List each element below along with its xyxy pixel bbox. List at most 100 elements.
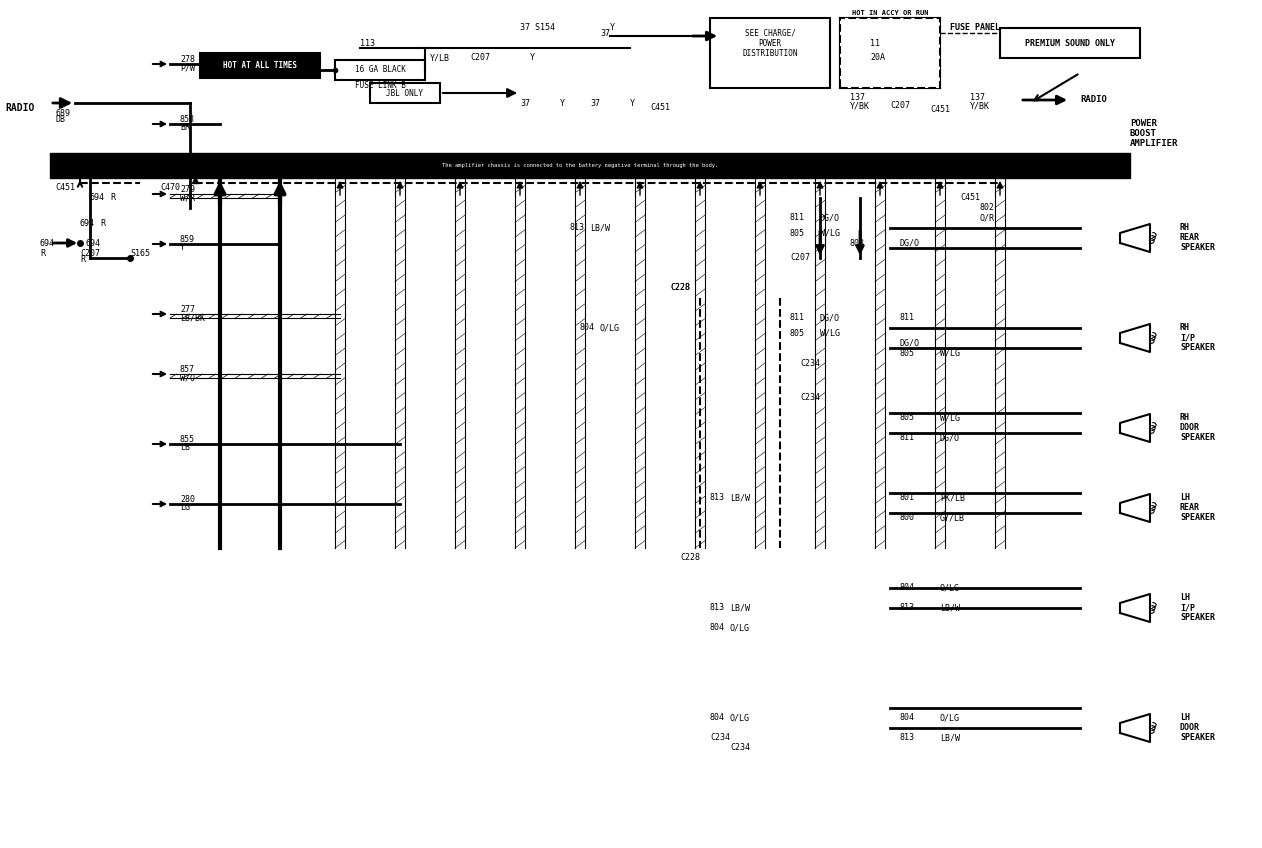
Text: W/LG: W/LG [940, 349, 960, 358]
Text: DOOR: DOOR [1180, 423, 1200, 432]
Text: S165: S165 [130, 248, 150, 258]
Text: Y: Y [530, 53, 535, 63]
Text: 694: 694 [90, 193, 105, 203]
Text: C207: C207 [890, 102, 910, 110]
Text: 278: 278 [180, 55, 196, 64]
Text: 813: 813 [900, 734, 915, 743]
Text: C470: C470 [160, 183, 180, 192]
Text: LH: LH [1180, 594, 1190, 602]
Bar [840, 18, 940, 88]
Text: Y: Y [560, 98, 565, 108]
Text: SPEAKER: SPEAKER [1180, 613, 1215, 622]
Text: LB/W: LB/W [940, 734, 960, 743]
Text: FUSE LINK B: FUSE LINK B [355, 81, 405, 91]
Text: C207: C207 [80, 248, 100, 258]
Text: RH: RH [1180, 414, 1190, 422]
Text: LB/W: LB/W [729, 604, 750, 612]
Text: POWER: POWER [1129, 119, 1157, 127]
Text: PK/LB: PK/LB [940, 494, 965, 503]
Text: PREMIUM SOUND ONLY: PREMIUM SOUND ONLY [1025, 38, 1116, 47]
Text: W/LG: W/LG [940, 414, 960, 422]
Text: RADIO: RADIO [5, 103, 34, 113]
Text: Y: Y [610, 24, 615, 32]
Text: C451: C451 [650, 103, 670, 113]
Text: 813: 813 [570, 224, 586, 232]
Text: C234: C234 [800, 393, 820, 403]
Text: 137: 137 [851, 93, 864, 103]
Text: W/LG: W/LG [820, 328, 840, 338]
Text: 800: 800 [900, 514, 915, 522]
Text: R: R [100, 219, 105, 227]
Text: 694: 694 [40, 238, 56, 248]
Text: W/LG: W/LG [820, 228, 840, 237]
Text: Y: Y [180, 243, 186, 253]
Text: 805: 805 [790, 228, 805, 237]
Text: REAR: REAR [1180, 233, 1200, 243]
Text: 858: 858 [180, 115, 196, 125]
Bar [370, 83, 440, 103]
Text: I/P: I/P [1180, 333, 1195, 343]
Text: 277: 277 [180, 305, 196, 315]
Text: 811: 811 [900, 433, 915, 443]
Text: 802: 802 [981, 204, 994, 213]
Text: C451: C451 [930, 105, 950, 114]
Bar [50, 153, 1129, 178]
Text: P/W: P/W [180, 64, 196, 72]
Text: C234: C234 [711, 734, 729, 743]
Text: C228: C228 [680, 554, 700, 562]
Text: AMPLIFIER: AMPLIFIER [1129, 138, 1179, 148]
Text: SPEAKER: SPEAKER [1180, 433, 1215, 443]
Text: 811: 811 [790, 214, 805, 222]
Text: 16 GA BLACK: 16 GA BLACK [355, 65, 405, 75]
Text: SPEAKER: SPEAKER [1180, 514, 1215, 522]
Text: RH: RH [1180, 323, 1190, 332]
Text: 11: 11 [870, 38, 880, 47]
Text: 694: 694 [80, 219, 95, 227]
Text: REAR: REAR [1180, 504, 1200, 512]
Text: 857: 857 [180, 365, 196, 375]
Text: 813: 813 [711, 494, 724, 503]
Text: LB/W: LB/W [940, 604, 960, 612]
Text: 804: 804 [711, 713, 724, 722]
Text: W/R: W/R [180, 193, 196, 203]
Text: 803: 803 [851, 238, 864, 248]
Text: LG: LG [180, 504, 191, 512]
Text: SPEAKER: SPEAKER [1180, 343, 1215, 353]
Text: LH: LH [1180, 713, 1190, 722]
Text: LB/W: LB/W [591, 224, 610, 232]
Text: GY/LB: GY/LB [940, 514, 965, 522]
Text: W/O: W/O [180, 373, 196, 382]
Text: 859: 859 [180, 236, 196, 244]
Text: SEE CHARGE/: SEE CHARGE/ [745, 29, 795, 37]
Bar [840, 18, 940, 88]
Text: DG/O: DG/O [940, 433, 960, 443]
Text: O/LG: O/LG [940, 583, 960, 593]
Text: BR: BR [180, 124, 191, 132]
Text: 855: 855 [180, 436, 196, 444]
Text: C228: C228 [670, 283, 690, 293]
Bar [1000, 28, 1140, 58]
Text: R: R [40, 248, 45, 258]
Text: 137: 137 [970, 93, 986, 103]
Text: C451: C451 [56, 183, 74, 192]
Text: The amplifier chassis is connected to the battery negative terminal through the : The amplifier chassis is connected to th… [442, 164, 718, 169]
Text: C228: C228 [670, 283, 690, 293]
Text: RADIO: RADIO [1080, 96, 1107, 104]
Text: O/LG: O/LG [599, 323, 620, 332]
Text: R: R [110, 193, 115, 203]
Text: LH: LH [1180, 494, 1190, 503]
Bar [334, 60, 425, 80]
Text: C234: C234 [800, 359, 820, 367]
Text: DG/O: DG/O [900, 338, 920, 348]
Text: DOOR: DOOR [1180, 723, 1200, 733]
Text: Y/BK: Y/BK [851, 102, 870, 110]
Text: C207: C207 [469, 53, 490, 63]
Text: I/P: I/P [1180, 604, 1195, 612]
Text: FUSE PANEL: FUSE PANEL [950, 24, 1000, 32]
Text: LB/BK: LB/BK [180, 314, 204, 322]
Text: DB: DB [56, 115, 66, 125]
Text: 689: 689 [56, 109, 69, 118]
Bar [199, 53, 321, 78]
Text: DG/O: DG/O [820, 314, 840, 322]
Text: SPEAKER: SPEAKER [1180, 734, 1215, 743]
